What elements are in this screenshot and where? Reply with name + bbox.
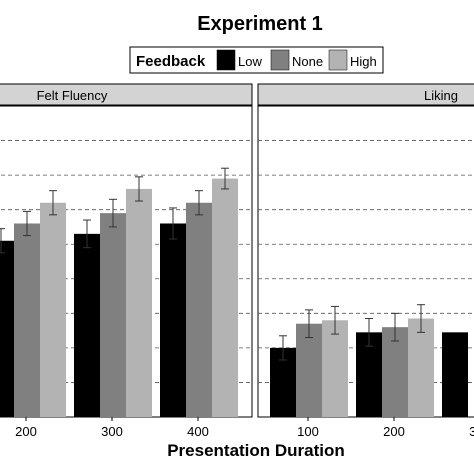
legend-label-low: Low [238, 54, 262, 69]
legend-swatch-low [216, 49, 236, 71]
error-bar-none-100 [305, 309, 313, 339]
legend-swatch-none [270, 49, 290, 71]
error-bar-low-200 [0, 228, 5, 254]
error-bar-low-100 [279, 335, 287, 361]
panel-felt-fluency: Felt Fluency 200 300 400 [0, 83, 253, 439]
chart-title: Experiment 1 [197, 13, 323, 35]
bar-none-100 [296, 323, 322, 417]
error-bar-low-200 [365, 318, 373, 347]
panels: Felt Fluency 200 300 400 Liking 100 200 300 [0, 83, 474, 439]
panel-liking: Liking 100 200 300 [257, 83, 474, 439]
error-bar-none-200 [23, 210, 31, 237]
x-tick-label: 300 [101, 424, 123, 439]
bar-low-200 [0, 240, 14, 417]
x-tick-label: 400 [187, 424, 209, 439]
x-tick-label: 100 [297, 424, 319, 439]
error-bar-high-100 [331, 305, 339, 335]
bar-none-400 [186, 202, 212, 417]
legend: Feedback Low None High [129, 46, 384, 74]
legend-title: Feedback [136, 53, 206, 70]
bar-high-200 [40, 202, 66, 417]
error-bar-high-200 [417, 304, 425, 333]
x-tick-label: 300 [469, 424, 474, 439]
error-bar-none-400 [195, 190, 203, 216]
x-axis-label: Presentation Duration [167, 441, 345, 460]
legend-swatch-high [328, 49, 348, 71]
bar-high-100 [322, 320, 348, 417]
bar-high-200 [408, 318, 434, 417]
x-tick-label: 200 [15, 424, 37, 439]
bar-high-400 [212, 178, 238, 417]
error-bar-high-200 [49, 190, 57, 216]
bar-low-300 [74, 233, 100, 417]
panel-strip [257, 83, 474, 106]
error-bar-none-200 [391, 312, 399, 342]
bar-low-300 [442, 332, 468, 417]
legend-label-high: High [350, 54, 377, 69]
panel-strip [0, 83, 253, 106]
error-bar-high-300 [135, 176, 143, 202]
error-bar-low-300 [83, 219, 91, 249]
error-bar-none-300 [109, 198, 117, 228]
bar-none-200 [14, 223, 40, 417]
error-bar-low-400 [169, 207, 177, 240]
panel-strip-label: Felt Fluency [37, 88, 108, 103]
legend-entries: Low None High [216, 49, 377, 71]
x-tick-label: 200 [383, 424, 405, 439]
panel-strip-label: Liking [424, 88, 458, 103]
bar-none-300 [100, 213, 126, 417]
bar-low-400 [160, 223, 186, 417]
error-bar-high-400 [221, 167, 229, 190]
bar-high-300 [126, 188, 152, 417]
bar-none-200 [382, 327, 408, 417]
legend-label-none: None [292, 54, 323, 69]
